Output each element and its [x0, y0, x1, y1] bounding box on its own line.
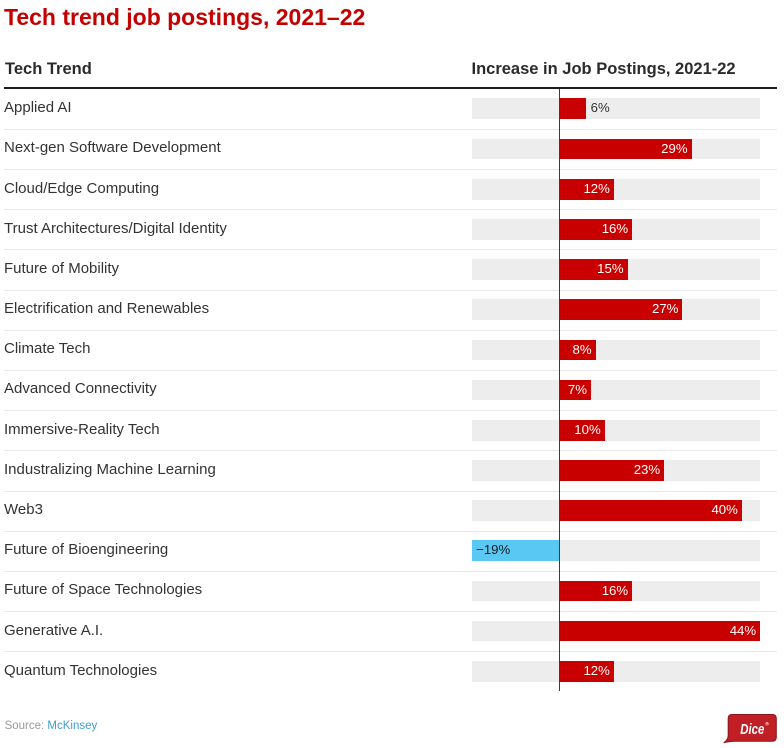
svg-text:®: ® — [765, 721, 769, 728]
svg-text:Dice: Dice — [740, 721, 764, 738]
